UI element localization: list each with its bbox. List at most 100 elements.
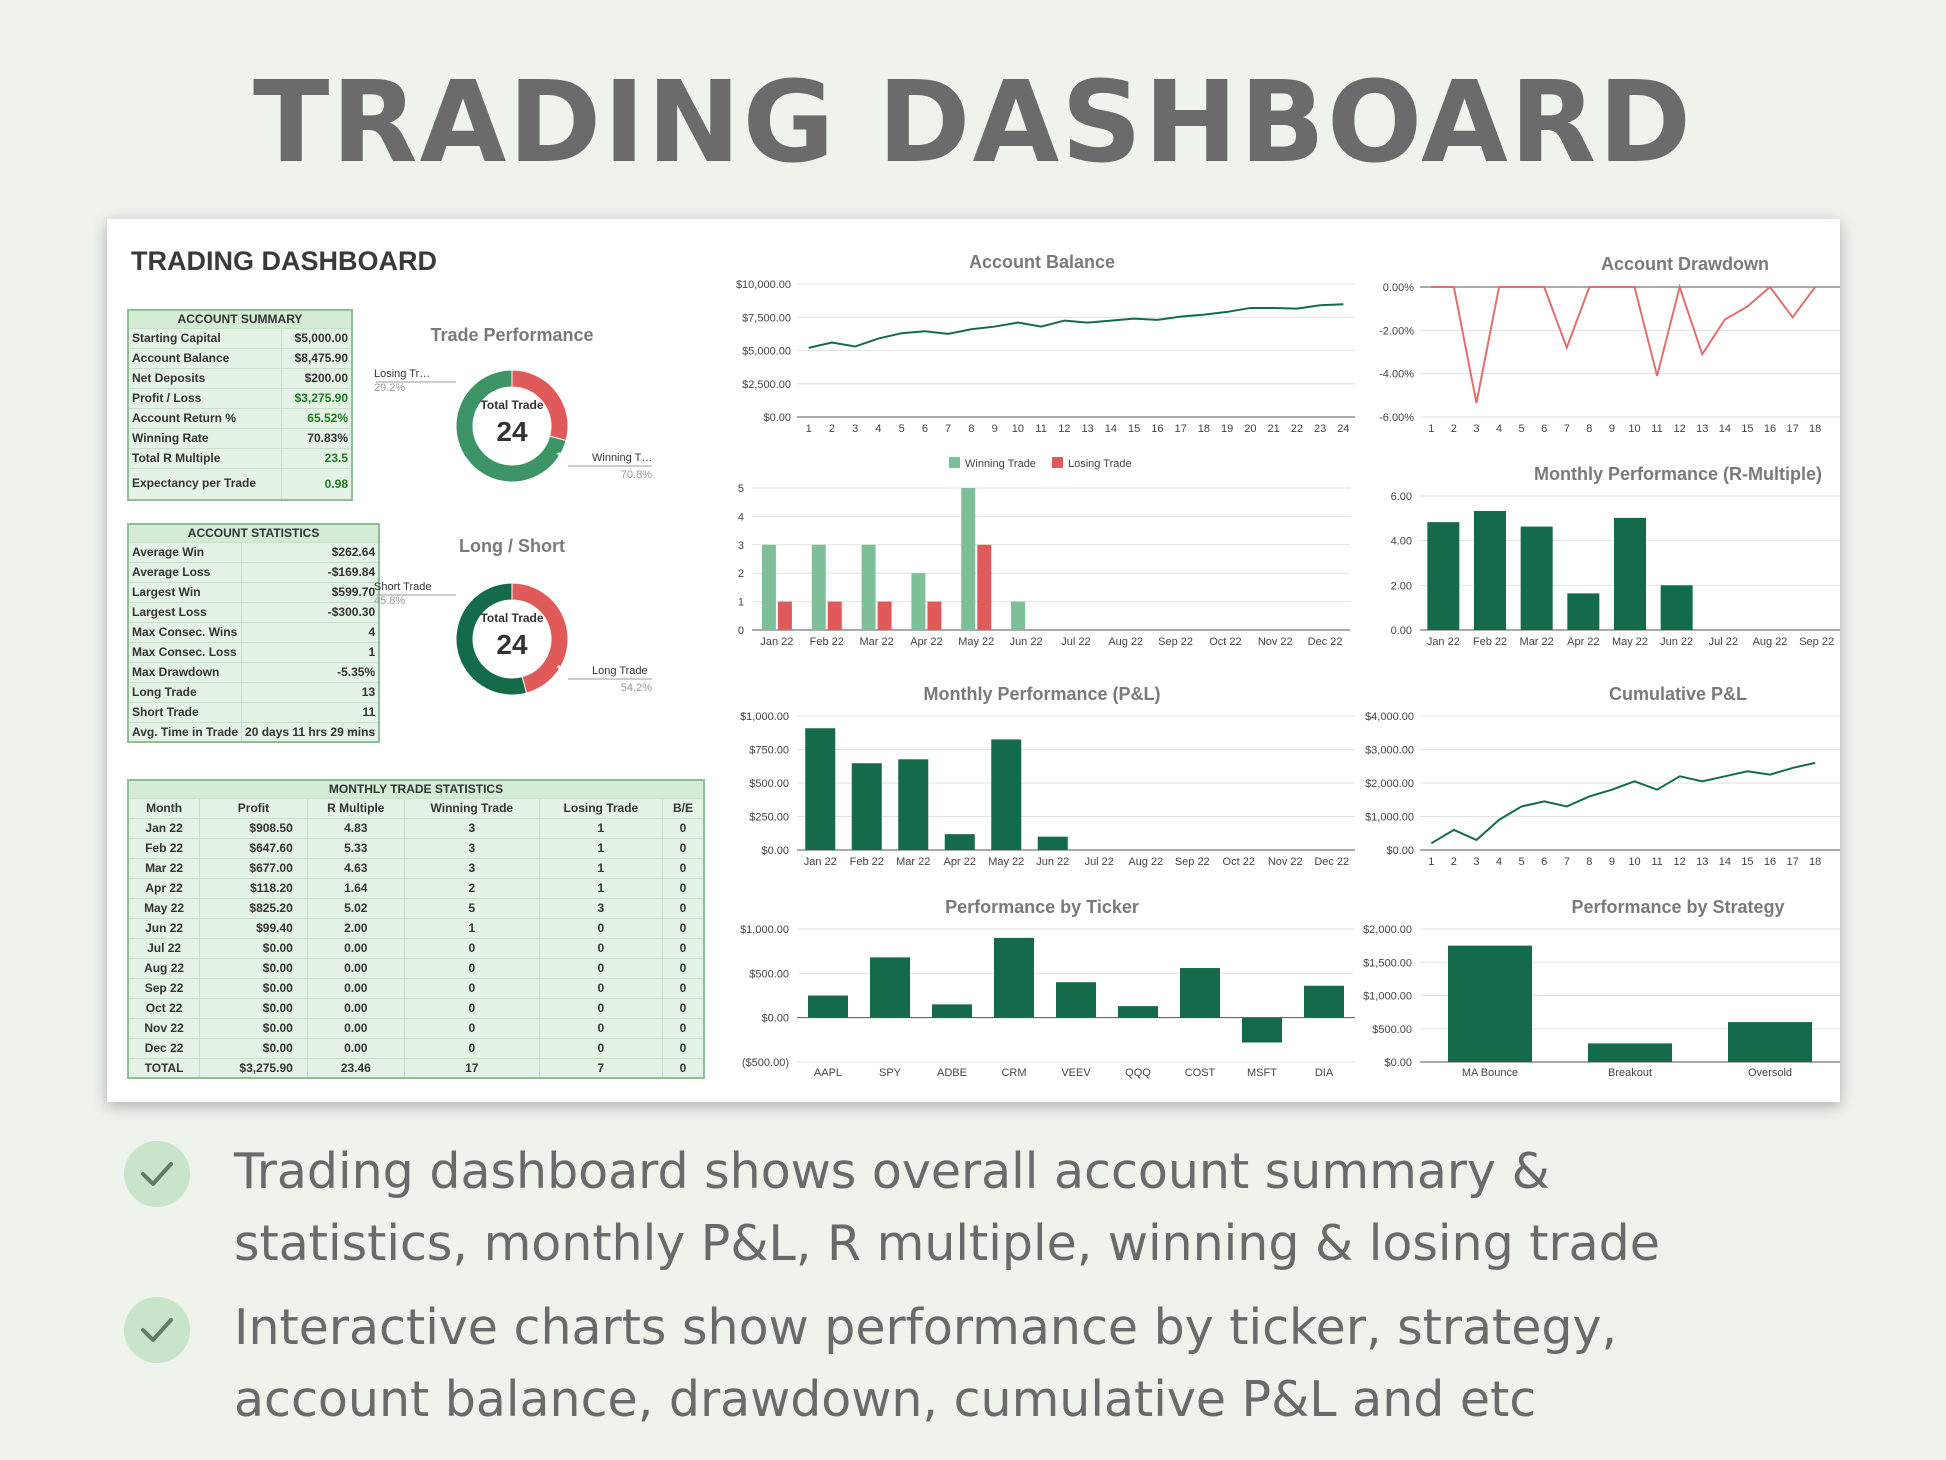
column-header-row: Month Profit R Multiple Winning Trade Losing… [128,798,704,819]
x-tick-label: Dec 22 [1314,856,1349,868]
slice-percent-label: 54.2% [621,682,652,694]
table-cell: TOTAL [128,1058,200,1079]
table-cell: Jun 22 [128,918,200,939]
table-row: Jul 22 $0.00 0.00 0 0 0 [128,938,704,959]
row-label: Net Deposits [128,368,282,389]
chart-title: Cumulative P&L [1609,684,1747,704]
y-tick-label: $1,000.00 [740,711,789,723]
x-tick-label: 15 [1128,423,1140,435]
x-tick-label: 23 [1314,423,1326,435]
table-cell: Oct 22 [128,998,200,1019]
table-row: Dec 22 $0.00 0.00 0 0 0 [128,1038,704,1059]
table-cell: Dec 22 [128,1038,200,1059]
legend-label: Winning Trade [965,458,1036,470]
table-row: Jun 22 $99.40 2.00 1 0 0 [128,918,704,939]
slice-value-label: 7 [461,379,467,391]
x-tick-label: 5 [1519,856,1525,868]
table-cell: 0 [538,918,663,939]
x-tick-label: 15 [1741,423,1753,435]
y-tick-label: $0.00 [1386,845,1414,857]
table-cell: 1 [538,858,663,879]
account-summary-table: ACCOUNT SUMMARY Starting Capital $5,000.00… [127,309,353,501]
x-tick-label: 11 [1035,423,1046,435]
x-tick-label: 13 [1696,856,1708,868]
bar [991,739,1022,850]
x-tick-label: VEEV [1061,1067,1091,1079]
table-row: TOTAL $3,275.90 23.46 17 7 0 [128,1058,704,1079]
y-tick-label: $10,000.00 [736,279,791,291]
table-row: Jan 22 $908.50 4.83 3 1 0 [128,818,704,839]
x-tick-label: 17 [1786,423,1798,435]
table-cell: 23.46 [306,1058,405,1079]
chart-title: Performance by Ticker [945,897,1139,917]
center-value: 24 [496,416,528,447]
row-value: 11 [241,702,380,723]
table-cell: 1 [538,838,663,859]
x-tick-label: Sep 22 [1175,856,1210,868]
x-tick-label: 14 [1105,423,1117,435]
table-row: Starting Capital $5,000.00 [128,328,352,349]
y-tick-label: $3,000.00 [1365,745,1414,757]
table-cell: 2.00 [306,918,405,939]
table-row: Average Loss -$169.84 [128,562,380,583]
y-tick-label: -4.00% [1379,369,1414,381]
x-tick-label: Sep 22 [1799,636,1834,648]
row-value: -$169.84 [241,562,380,583]
row-label: Average Loss [128,562,242,583]
table-cell: 1 [538,818,663,839]
y-tick-label: $250.00 [749,812,789,824]
slice-percent-label: 70.8% [621,469,652,481]
x-tick-label: 7 [1564,856,1570,868]
table-cell: 0 [661,998,704,1019]
x-tick-label: 5 [1519,423,1525,435]
table-cell: 5.02 [306,898,405,919]
y-tick-label: $0.00 [763,412,791,424]
x-tick-label: ADBE [937,1067,967,1079]
table-cell: 0 [661,878,704,899]
x-tick-label: Aug 22 [1753,636,1788,648]
feature-2: Interactive charts show performance by t… [234,1292,1617,1436]
x-tick-label: 20 [1244,423,1256,435]
x-tick-label: 3 [1473,856,1479,868]
x-tick-label: Apr 22 [910,636,942,648]
center-label: Total Trade [480,398,543,412]
slice-percent-label: 29.2% [374,382,405,394]
row-value: -5.35% [241,662,380,683]
table-cell: 0 [403,1018,540,1039]
table-cell: 7 [538,1058,663,1079]
table-cell: $0.00 [199,1038,308,1059]
feature-1-line2: statistics, monthly P&L, R multiple, win… [234,1215,1660,1272]
chart-title: Trade Performance [430,325,593,345]
table-cell: 0.00 [306,998,405,1019]
x-tick-label: Jan 22 [760,636,793,648]
bar [1588,1043,1672,1062]
table-cell: 0 [661,838,704,859]
table-cell: 5 [403,898,540,919]
x-tick-label: Aug 22 [1128,856,1163,868]
table-header: MONTHLY TRADE STATISTICS [128,780,704,799]
x-tick-label: 9 [992,423,998,435]
x-tick-label: Mar 22 [859,636,893,648]
x-tick-label: Mar 22 [896,856,930,868]
table-cell: $0.00 [199,938,308,959]
x-tick-label: 2 [1451,423,1457,435]
x-tick-label: 18 [1809,423,1821,435]
x-tick-label: Aug 22 [1108,636,1143,648]
row-label: Avg. Time in Trade [128,722,242,743]
x-tick-label: 4 [875,423,881,435]
row-value: -$300.30 [241,602,380,623]
row-label: Short Trade [128,702,242,723]
bar [870,957,910,1018]
chart-title: Monthly Performance (R-Multiple) [1534,464,1822,484]
x-tick-label: 13 [1082,423,1094,435]
x-tick-label: 7 [945,423,951,435]
row-value: 1 [241,642,380,663]
table-row: Max Drawdown -5.35% [128,662,380,683]
bar [1520,526,1553,630]
x-tick-label: 10 [1628,423,1640,435]
y-tick-label: $1,000.00 [1365,812,1414,824]
table-cell: 3 [403,818,540,839]
y-tick-label: $0.00 [761,845,789,857]
row-label: Account Return % [128,408,282,429]
table-cell: 0 [538,998,663,1019]
